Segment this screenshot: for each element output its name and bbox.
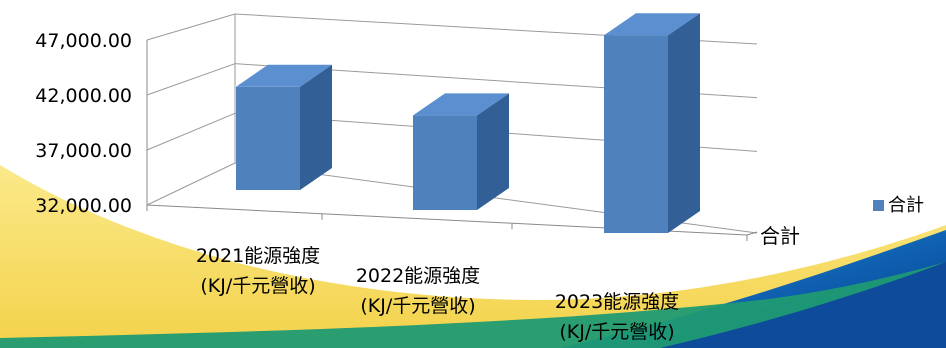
bar-top-face <box>413 93 509 116</box>
legend: 合計 <box>873 195 924 216</box>
y-tick-label: 37,000.00 <box>35 140 132 162</box>
x-tick-label: 2021能源強度 <box>196 245 320 267</box>
grid-side-line <box>146 162 236 206</box>
depth-axis-label: 合計 <box>760 224 800 248</box>
grid-side-line <box>146 63 236 96</box>
bar <box>236 64 332 190</box>
bar <box>604 13 700 234</box>
floor-right-edge <box>746 231 758 236</box>
y-tick-label: 32,000.00 <box>35 195 132 217</box>
grid-side-line <box>146 13 236 41</box>
grid-side-line <box>146 112 236 151</box>
bar-front-face <box>236 86 300 190</box>
bar-front-face <box>604 35 668 234</box>
y-axis-ticks: 47,000.00 42,000.00 37,000.00 32,000.00 <box>35 30 132 217</box>
bar-series <box>236 13 700 234</box>
bar-side-face <box>668 13 700 234</box>
x-tick-label: (KJ/千元營收) <box>360 295 475 317</box>
bar-top-face <box>604 13 700 36</box>
x-tick-label: (KJ/千元營收) <box>200 275 315 297</box>
x-tick-label: 2023能源強度 <box>555 291 679 313</box>
x-tick-label: (KJ/千元營收) <box>559 321 674 343</box>
legend-swatch <box>873 200 884 211</box>
bar-side-face <box>300 64 332 190</box>
bar-front-face <box>413 115 477 210</box>
x-tick-label: 2022能源強度 <box>356 265 480 287</box>
x-axis-labels: 2021能源強度 (KJ/千元營收) 2022能源強度 (KJ/千元營收) 2023能源… <box>196 245 679 343</box>
background-waves <box>0 165 946 348</box>
bar <box>413 93 509 210</box>
bar-side-face <box>477 93 509 210</box>
bar-top-face <box>236 64 332 87</box>
legend-label: 合計 <box>888 195 924 216</box>
y-tick-label: 42,000.00 <box>35 85 132 107</box>
y-tick-label: 47,000.00 <box>35 30 132 52</box>
